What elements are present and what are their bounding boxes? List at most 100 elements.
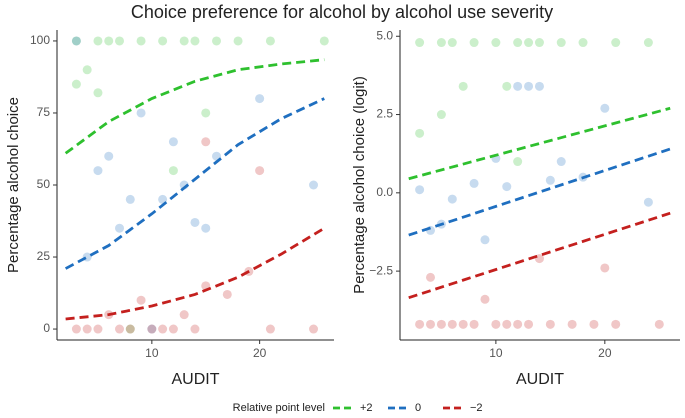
legend-label: −2	[470, 402, 483, 414]
point	[255, 94, 265, 104]
y-tick-label: 25	[37, 249, 51, 263]
fit-line	[64, 97, 325, 270]
point	[436, 110, 446, 120]
point	[426, 272, 436, 282]
point	[115, 36, 125, 46]
fit-line	[64, 58, 325, 155]
point	[458, 81, 468, 91]
y-tick-label: 2.5	[376, 107, 393, 121]
fit-line	[408, 211, 671, 300]
point	[125, 324, 135, 334]
point	[447, 319, 457, 329]
x-tick-label: 20	[253, 346, 267, 360]
y-tick-label: 100	[30, 33, 50, 47]
point	[513, 81, 523, 91]
point	[480, 235, 490, 245]
point	[534, 38, 544, 48]
point	[104, 36, 114, 46]
y-tick-label: −2.5	[369, 263, 393, 277]
point	[436, 319, 446, 329]
point	[415, 319, 425, 329]
y-tick-label: 50	[37, 177, 51, 191]
point	[513, 157, 523, 167]
point	[524, 81, 534, 91]
point	[212, 36, 222, 46]
point	[265, 324, 275, 334]
point	[502, 319, 512, 329]
point	[233, 36, 243, 46]
point	[179, 310, 189, 320]
point	[319, 36, 329, 46]
point	[265, 36, 275, 46]
point	[125, 324, 135, 334]
chart-title: Choice preference for alcohol by alcohol…	[131, 2, 553, 22]
point	[513, 38, 523, 48]
y-axis-label: Percentage alcohol choice (logit)	[351, 76, 368, 294]
point	[190, 324, 200, 334]
point	[201, 223, 211, 233]
point	[115, 223, 125, 233]
point	[415, 38, 425, 48]
point	[147, 324, 157, 334]
x-axis-label: AUDIT	[516, 371, 564, 388]
x-tick-label: 10	[489, 346, 503, 360]
point	[158, 324, 168, 334]
point	[578, 38, 588, 48]
point	[104, 151, 114, 161]
point	[71, 36, 81, 46]
point	[136, 36, 146, 46]
point	[136, 295, 146, 305]
point	[168, 324, 178, 334]
point	[600, 263, 610, 273]
y-tick-label: 0	[43, 321, 50, 335]
point	[643, 38, 653, 48]
point	[415, 128, 425, 138]
point	[179, 36, 189, 46]
point	[556, 157, 566, 167]
point	[469, 38, 479, 48]
point	[71, 79, 81, 89]
point	[567, 319, 577, 329]
point	[136, 108, 146, 118]
point	[93, 88, 103, 98]
point	[93, 36, 103, 46]
fit-line	[408, 147, 671, 237]
point	[82, 324, 92, 334]
point	[201, 137, 211, 147]
point	[255, 166, 265, 176]
point	[491, 319, 501, 329]
point	[491, 38, 501, 48]
point	[524, 319, 534, 329]
point	[480, 294, 490, 304]
x-axis-label: AUDIT	[172, 371, 220, 388]
y-tick-label: 75	[37, 105, 51, 119]
point	[600, 103, 610, 113]
point	[115, 324, 125, 334]
point	[447, 194, 457, 204]
point	[502, 81, 512, 91]
point	[168, 137, 178, 147]
point	[158, 36, 168, 46]
point	[168, 166, 178, 176]
point	[147, 324, 157, 334]
point	[502, 182, 512, 192]
point	[201, 108, 211, 118]
point	[82, 65, 92, 75]
point	[436, 38, 446, 48]
point	[190, 217, 200, 227]
point	[556, 38, 566, 48]
point	[447, 38, 457, 48]
point	[458, 319, 468, 329]
fit-line	[65, 227, 326, 321]
point	[71, 324, 81, 334]
point	[534, 81, 544, 91]
point	[222, 289, 232, 299]
y-axis-label: Percentage alcohol choice	[5, 97, 22, 273]
point	[309, 324, 319, 334]
point	[469, 178, 479, 188]
y-tick-label: 0.0	[376, 185, 393, 199]
point	[545, 319, 555, 329]
point	[545, 175, 555, 185]
point	[125, 194, 135, 204]
